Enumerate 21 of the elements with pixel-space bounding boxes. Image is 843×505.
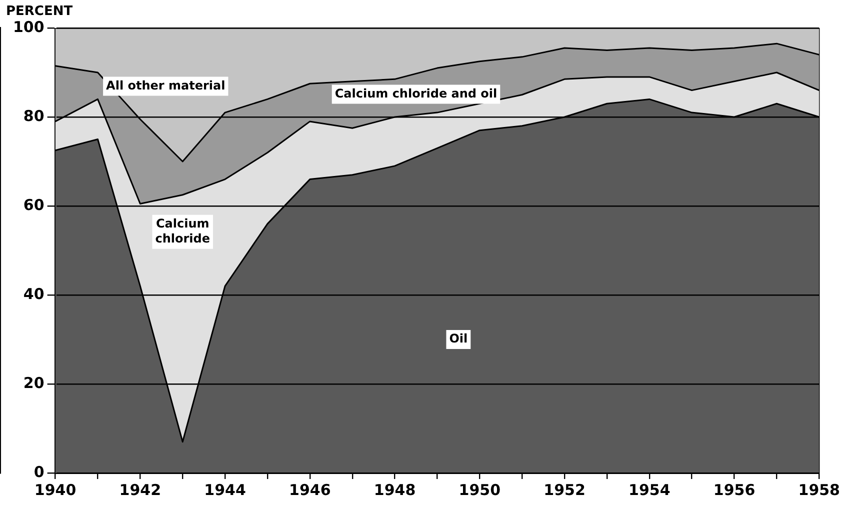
series-label: Oil (449, 332, 468, 346)
y-axis-title: PERCENT (6, 4, 73, 19)
series-label: All other material (106, 78, 226, 92)
y-tick-label: 80 (23, 106, 44, 125)
series-label: Calcium chloride (155, 216, 210, 246)
y-tick-label: 60 (23, 196, 44, 214)
x-tick-label: 1940 (34, 480, 76, 499)
x-tick-label: 1958 (798, 480, 840, 499)
y-tick-label: 20 (23, 374, 44, 392)
y-tick-label: 100 (13, 18, 44, 36)
x-tick-label: 1944 (204, 480, 246, 499)
x-tick-label: 1948 (374, 480, 416, 499)
x-tick-label: 1942 (119, 480, 162, 499)
series-label: Calcium chloride and oil (334, 86, 498, 100)
x-tick-label: 1952 (544, 480, 586, 499)
x-tick-label: 1954 (628, 480, 670, 499)
x-tick-label: 1946 (289, 480, 331, 499)
x-tick-label: 1956 (713, 480, 756, 499)
y-tick-label: 40 (23, 284, 44, 303)
x-tick-label: 1950 (458, 480, 501, 499)
y-tick-label: 0 (34, 462, 44, 481)
